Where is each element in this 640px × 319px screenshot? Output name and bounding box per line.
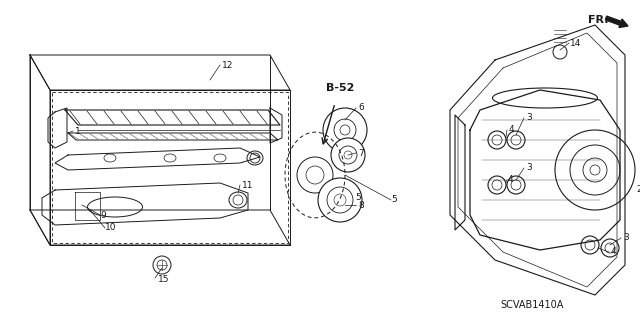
Circle shape	[590, 165, 600, 175]
Circle shape	[339, 146, 357, 164]
Text: 4: 4	[508, 175, 514, 184]
Text: SCVAB1410A: SCVAB1410A	[500, 300, 563, 310]
Text: 15: 15	[158, 275, 170, 284]
Text: 10: 10	[105, 224, 116, 233]
Text: 5: 5	[355, 194, 361, 203]
Circle shape	[334, 194, 346, 206]
Circle shape	[553, 45, 567, 59]
Circle shape	[492, 135, 502, 145]
Ellipse shape	[229, 192, 247, 208]
Text: 14: 14	[570, 39, 581, 48]
Text: 4: 4	[509, 125, 515, 135]
Text: 2: 2	[636, 186, 640, 195]
Text: B-52: B-52	[326, 83, 354, 93]
Ellipse shape	[88, 197, 143, 217]
Circle shape	[250, 153, 260, 163]
Circle shape	[153, 256, 171, 274]
Circle shape	[340, 125, 350, 135]
Ellipse shape	[164, 154, 176, 162]
Circle shape	[344, 151, 352, 159]
Circle shape	[323, 108, 367, 152]
Text: 4: 4	[611, 248, 616, 256]
Text: 3: 3	[526, 114, 532, 122]
Text: 6: 6	[358, 103, 364, 113]
Circle shape	[507, 131, 525, 149]
Text: 1: 1	[75, 127, 81, 136]
Text: 5: 5	[391, 196, 397, 204]
Circle shape	[297, 157, 333, 193]
Text: 3: 3	[526, 164, 532, 173]
Circle shape	[157, 260, 167, 270]
Circle shape	[488, 176, 506, 194]
Circle shape	[511, 180, 521, 190]
Circle shape	[327, 187, 353, 213]
Text: 7: 7	[358, 149, 364, 158]
Circle shape	[334, 119, 356, 141]
Text: 12: 12	[222, 61, 234, 70]
Circle shape	[306, 166, 324, 184]
Text: 8: 8	[358, 201, 364, 210]
Ellipse shape	[493, 88, 598, 108]
Circle shape	[555, 130, 635, 210]
Circle shape	[601, 239, 619, 257]
Circle shape	[318, 178, 362, 222]
Ellipse shape	[104, 154, 116, 162]
Circle shape	[233, 195, 243, 205]
Circle shape	[492, 180, 502, 190]
FancyArrow shape	[605, 16, 628, 27]
Circle shape	[507, 176, 525, 194]
Circle shape	[511, 135, 521, 145]
Text: 3: 3	[623, 234, 628, 242]
Circle shape	[331, 138, 365, 172]
Circle shape	[488, 131, 506, 149]
Text: 9: 9	[100, 211, 106, 219]
Ellipse shape	[247, 151, 263, 165]
Text: FR.: FR.	[588, 15, 609, 25]
Circle shape	[581, 236, 599, 254]
Ellipse shape	[214, 154, 226, 162]
Circle shape	[570, 145, 620, 195]
Circle shape	[605, 243, 615, 253]
Text: 11: 11	[242, 181, 253, 189]
Circle shape	[583, 158, 607, 182]
Circle shape	[585, 240, 595, 250]
